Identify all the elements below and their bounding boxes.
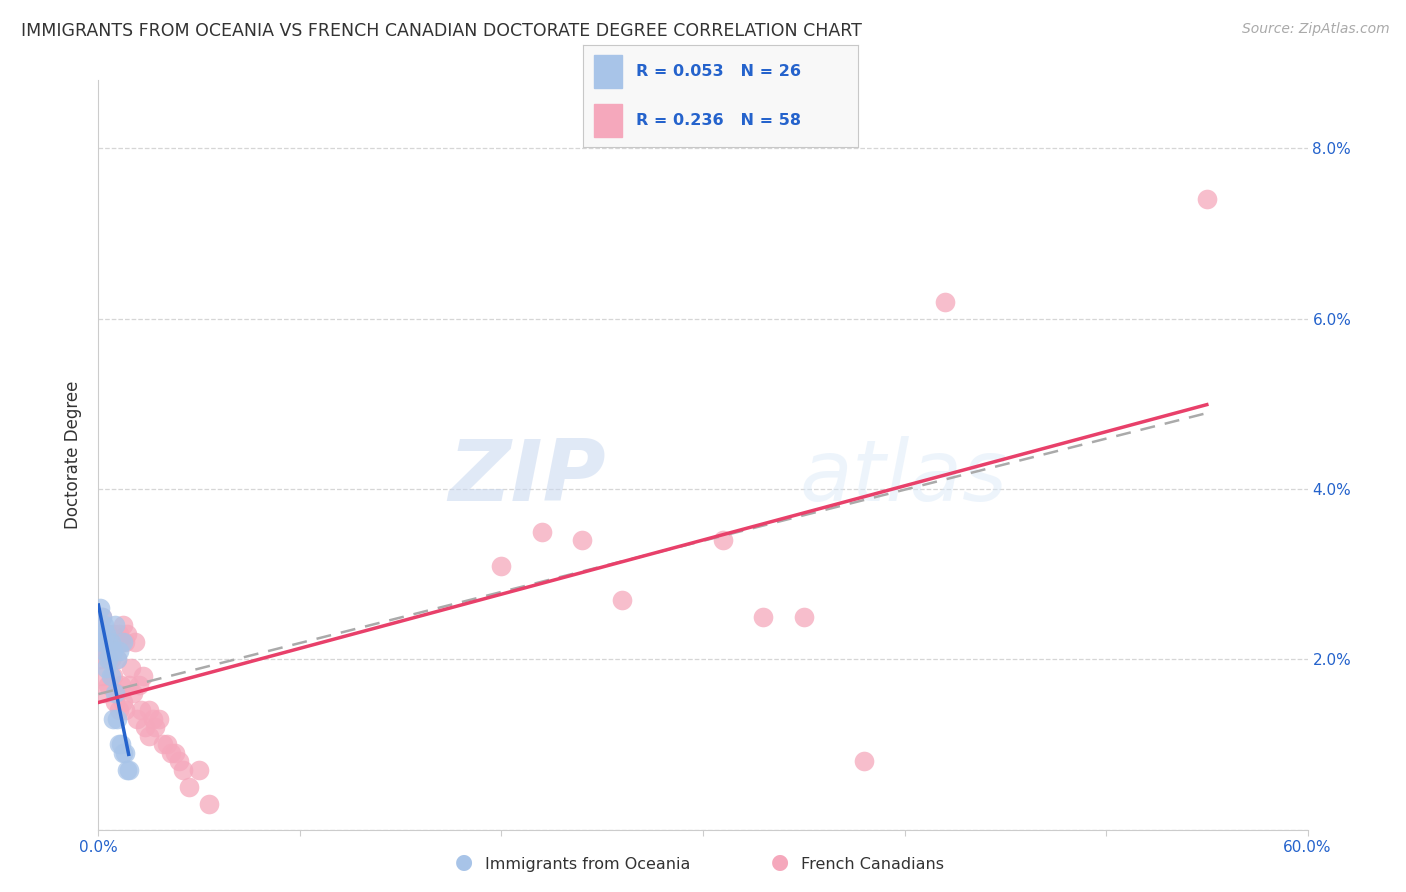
Point <box>110 738 132 752</box>
Point <box>111 635 134 649</box>
Point <box>111 695 134 709</box>
Point <box>100 635 122 649</box>
Point <box>571 533 593 547</box>
Point <box>105 686 128 700</box>
Point <box>118 678 141 692</box>
Point <box>89 618 111 632</box>
Point <box>156 738 179 752</box>
Text: IMMIGRANTS FROM OCEANIA VS FRENCH CANADIAN DOCTORATE DEGREE CORRELATION CHART: IMMIGRANTS FROM OCEANIA VS FRENCH CANADI… <box>21 22 862 40</box>
Point <box>89 626 111 640</box>
Text: ●: ● <box>456 853 472 872</box>
Point <box>101 669 124 683</box>
Point <box>91 669 114 683</box>
Point <box>111 618 134 632</box>
Point <box>124 635 146 649</box>
Point <box>1195 193 1218 207</box>
Point <box>114 703 136 717</box>
Point <box>96 661 118 675</box>
Point <box>152 738 174 752</box>
Point <box>138 703 160 717</box>
Point <box>103 695 125 709</box>
Point <box>93 618 115 632</box>
Point <box>188 763 211 777</box>
Point <box>115 626 138 640</box>
Point <box>934 294 956 309</box>
Point <box>91 609 114 624</box>
Point <box>97 635 120 649</box>
Point <box>91 635 114 649</box>
Point <box>89 652 111 666</box>
Point <box>148 712 170 726</box>
Point <box>179 780 201 794</box>
Point <box>105 712 128 726</box>
Y-axis label: Doctorate Degree: Doctorate Degree <box>65 381 83 529</box>
Point <box>103 618 125 632</box>
Point <box>160 746 183 760</box>
Point <box>89 601 111 615</box>
Point <box>110 635 132 649</box>
Point <box>138 729 160 743</box>
Text: Source: ZipAtlas.com: Source: ZipAtlas.com <box>1241 22 1389 37</box>
Point <box>853 755 876 769</box>
Point <box>530 524 553 539</box>
Point <box>752 609 775 624</box>
Point <box>132 669 155 683</box>
Point <box>125 712 148 726</box>
Point <box>93 644 115 658</box>
Point <box>107 738 129 752</box>
Text: French Canadians: French Canadians <box>801 857 945 872</box>
Point <box>163 746 186 760</box>
Text: R = 0.053   N = 26: R = 0.053 N = 26 <box>636 63 800 78</box>
Point <box>93 686 115 700</box>
Point <box>107 644 129 658</box>
Point <box>114 635 136 649</box>
Point <box>105 652 128 666</box>
Point <box>96 644 118 658</box>
Point <box>97 626 120 640</box>
Point <box>100 652 122 666</box>
Point <box>121 686 143 700</box>
Point <box>120 661 142 675</box>
Text: ●: ● <box>772 853 789 872</box>
Point <box>101 712 124 726</box>
Point <box>103 686 125 700</box>
Point <box>143 720 166 734</box>
Point <box>105 652 128 666</box>
Point <box>118 763 141 777</box>
Point <box>101 626 124 640</box>
Point <box>97 652 120 666</box>
Bar <box>595 55 621 87</box>
Point <box>110 678 132 692</box>
Point <box>711 533 734 547</box>
Point <box>167 755 190 769</box>
Point <box>115 763 138 777</box>
Point <box>101 644 124 658</box>
Bar <box>595 104 621 137</box>
Point <box>129 703 152 717</box>
Point <box>114 746 136 760</box>
Text: Immigrants from Oceania: Immigrants from Oceania <box>485 857 690 872</box>
Point <box>198 797 221 811</box>
Text: ZIP: ZIP <box>449 436 606 519</box>
Point <box>103 635 125 649</box>
Point <box>107 703 129 717</box>
Point <box>612 592 634 607</box>
Point <box>134 720 156 734</box>
Text: atlas: atlas <box>800 436 1008 519</box>
Text: R = 0.236   N = 58: R = 0.236 N = 58 <box>636 113 800 128</box>
Point <box>491 558 513 573</box>
Point <box>111 746 134 760</box>
Point <box>97 678 120 692</box>
Point <box>172 763 194 777</box>
Point <box>793 609 815 624</box>
Point <box>91 609 114 624</box>
Point <box>142 712 165 726</box>
Point <box>128 678 150 692</box>
Point <box>100 669 122 683</box>
Point <box>107 626 129 640</box>
Point <box>96 626 118 640</box>
Point <box>93 635 115 649</box>
